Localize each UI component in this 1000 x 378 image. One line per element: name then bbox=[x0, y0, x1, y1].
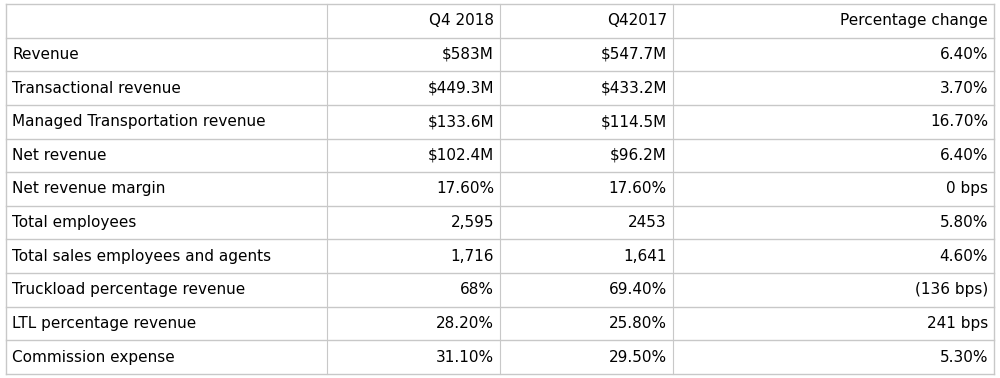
Text: 1,641: 1,641 bbox=[623, 249, 667, 264]
Text: Percentage change: Percentage change bbox=[840, 13, 988, 28]
Text: Total sales employees and agents: Total sales employees and agents bbox=[12, 249, 271, 264]
Text: Managed Transportation revenue: Managed Transportation revenue bbox=[12, 114, 266, 129]
Text: 4.60%: 4.60% bbox=[940, 249, 988, 264]
Text: 2453: 2453 bbox=[628, 215, 667, 230]
Text: 69.40%: 69.40% bbox=[609, 282, 667, 297]
Text: 31.10%: 31.10% bbox=[436, 350, 494, 365]
Text: 68%: 68% bbox=[460, 282, 494, 297]
Text: $114.5M: $114.5M bbox=[601, 114, 667, 129]
Text: 5.30%: 5.30% bbox=[940, 350, 988, 365]
Text: Net revenue: Net revenue bbox=[12, 148, 106, 163]
Text: $133.6M: $133.6M bbox=[427, 114, 494, 129]
Text: Transactional revenue: Transactional revenue bbox=[12, 81, 181, 96]
Text: LTL percentage revenue: LTL percentage revenue bbox=[12, 316, 196, 331]
Text: $96.2M: $96.2M bbox=[610, 148, 667, 163]
Text: 6.40%: 6.40% bbox=[940, 148, 988, 163]
Text: $583M: $583M bbox=[442, 47, 494, 62]
Text: 25.80%: 25.80% bbox=[609, 316, 667, 331]
Text: 241 bps: 241 bps bbox=[927, 316, 988, 331]
Text: 5.80%: 5.80% bbox=[940, 215, 988, 230]
Text: Q4 2018: Q4 2018 bbox=[429, 13, 494, 28]
Text: 2,595: 2,595 bbox=[450, 215, 494, 230]
Text: 17.60%: 17.60% bbox=[609, 181, 667, 197]
Text: 6.40%: 6.40% bbox=[940, 47, 988, 62]
Text: $433.2M: $433.2M bbox=[600, 81, 667, 96]
Text: 1,716: 1,716 bbox=[450, 249, 494, 264]
Text: Commission expense: Commission expense bbox=[12, 350, 175, 365]
Text: $449.3M: $449.3M bbox=[428, 81, 494, 96]
Text: 17.60%: 17.60% bbox=[436, 181, 494, 197]
Text: Total employees: Total employees bbox=[12, 215, 136, 230]
Text: 0 bps: 0 bps bbox=[946, 181, 988, 197]
Text: Q42017: Q42017 bbox=[607, 13, 667, 28]
Text: Revenue: Revenue bbox=[12, 47, 79, 62]
Text: $547.7M: $547.7M bbox=[601, 47, 667, 62]
Text: 16.70%: 16.70% bbox=[930, 114, 988, 129]
Text: 28.20%: 28.20% bbox=[436, 316, 494, 331]
Text: 29.50%: 29.50% bbox=[609, 350, 667, 365]
Text: (136 bps): (136 bps) bbox=[915, 282, 988, 297]
Text: $102.4M: $102.4M bbox=[428, 148, 494, 163]
Text: Truckload percentage revenue: Truckload percentage revenue bbox=[12, 282, 245, 297]
Text: Net revenue margin: Net revenue margin bbox=[12, 181, 165, 197]
Text: 3.70%: 3.70% bbox=[940, 81, 988, 96]
